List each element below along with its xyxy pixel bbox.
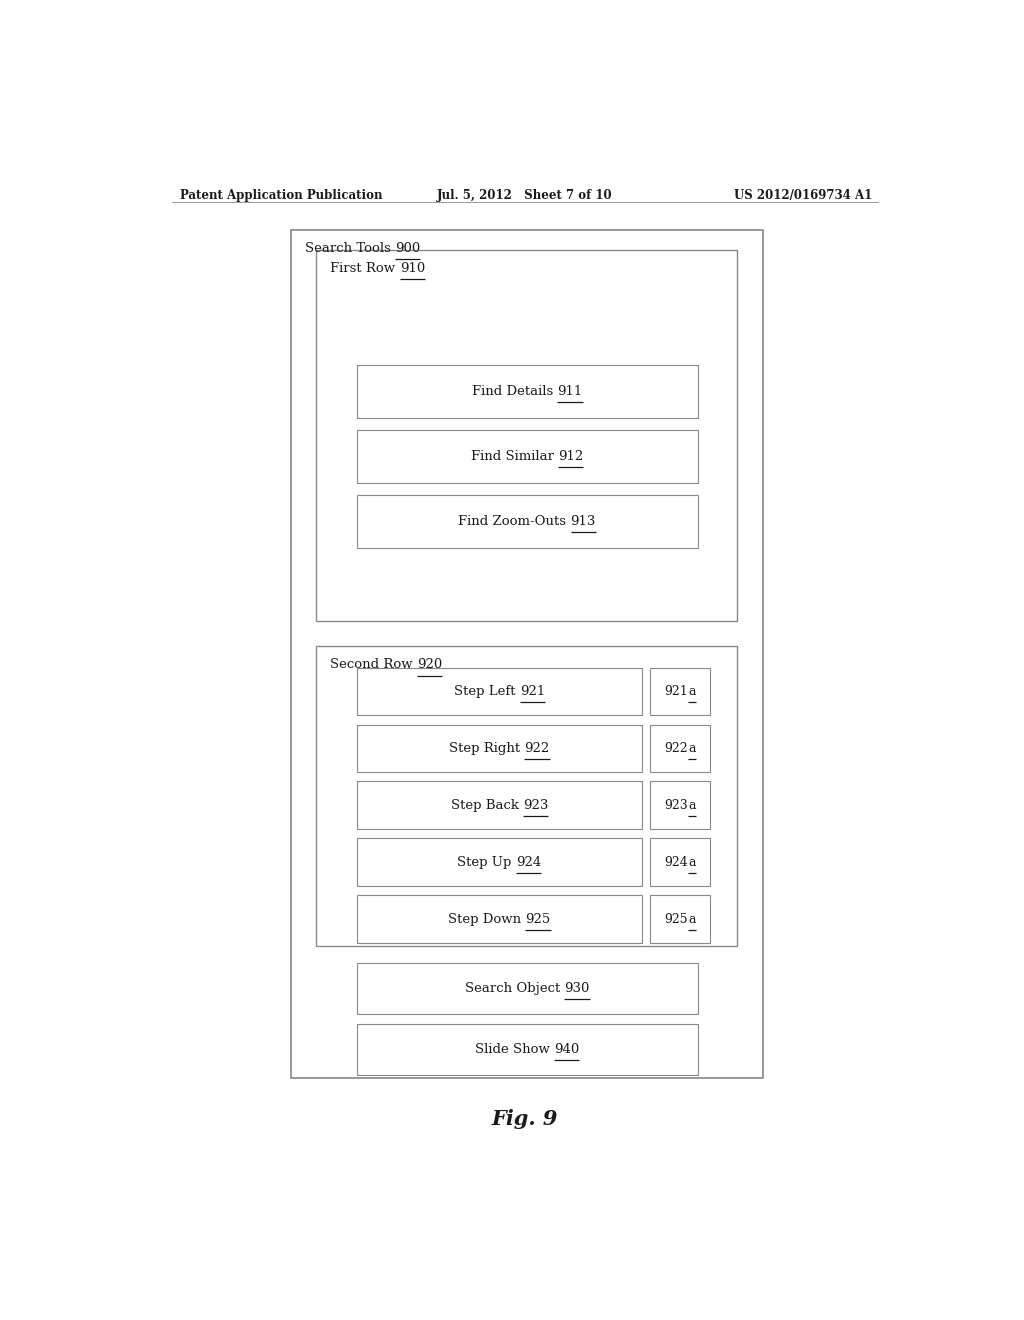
Text: 930: 930	[564, 982, 590, 995]
Text: 922: 922	[665, 742, 688, 755]
Bar	[650, 668, 710, 715]
Text: Jul. 5, 2012   Sheet 7 of 10: Jul. 5, 2012 Sheet 7 of 10	[437, 189, 612, 202]
Bar	[356, 781, 642, 829]
Text: Find Details: Find Details	[472, 384, 557, 397]
Text: Step Up: Step Up	[458, 855, 516, 869]
Bar	[356, 725, 642, 772]
Text: 925: 925	[525, 912, 551, 925]
Text: a: a	[688, 685, 695, 698]
Text: Step Down: Step Down	[449, 912, 525, 925]
Bar	[356, 430, 697, 483]
Bar	[650, 781, 710, 829]
Bar	[316, 249, 736, 620]
Text: Step Right: Step Right	[450, 742, 524, 755]
Text: Step Back: Step Back	[451, 799, 523, 812]
Text: 900: 900	[395, 242, 420, 255]
Text: 913: 913	[570, 515, 596, 528]
Bar	[316, 647, 736, 946]
Bar	[650, 725, 710, 772]
Text: 921: 921	[519, 685, 545, 698]
Bar	[356, 1024, 697, 1076]
Text: 923: 923	[665, 799, 688, 812]
Text: a: a	[688, 912, 695, 925]
Bar	[356, 668, 642, 715]
Bar	[291, 230, 763, 1078]
Text: US 2012/0169734 A1: US 2012/0169734 A1	[734, 189, 872, 202]
Text: 921: 921	[665, 685, 688, 698]
Text: 912: 912	[558, 450, 584, 463]
Text: 922: 922	[524, 742, 550, 755]
Text: Patent Application Publication: Patent Application Publication	[179, 189, 382, 202]
Text: 925: 925	[665, 912, 688, 925]
Text: 924: 924	[665, 855, 688, 869]
Bar	[356, 364, 697, 417]
Text: Search Object: Search Object	[465, 982, 564, 995]
Text: 923: 923	[523, 799, 548, 812]
Text: First Row: First Row	[331, 263, 399, 275]
Text: 920: 920	[417, 659, 442, 672]
Text: a: a	[688, 799, 695, 812]
Bar	[356, 895, 642, 942]
Text: Second Row: Second Row	[331, 659, 417, 672]
Bar	[356, 495, 697, 548]
Text: 910: 910	[399, 263, 425, 275]
Text: a: a	[688, 855, 695, 869]
Text: Find Similar: Find Similar	[471, 450, 558, 463]
Bar	[650, 895, 710, 942]
Text: a: a	[688, 742, 695, 755]
Text: 940: 940	[554, 1043, 580, 1056]
Bar	[356, 838, 642, 886]
Text: 924: 924	[516, 855, 542, 869]
Bar	[650, 838, 710, 886]
Text: Find Zoom-Outs: Find Zoom-Outs	[459, 515, 570, 528]
Bar	[356, 964, 697, 1014]
Text: Slide Show: Slide Show	[475, 1043, 554, 1056]
Text: 911: 911	[557, 384, 583, 397]
Text: Search Tools: Search Tools	[305, 242, 395, 255]
Text: Step Left: Step Left	[454, 685, 519, 698]
Text: Fig. 9: Fig. 9	[492, 1109, 558, 1129]
